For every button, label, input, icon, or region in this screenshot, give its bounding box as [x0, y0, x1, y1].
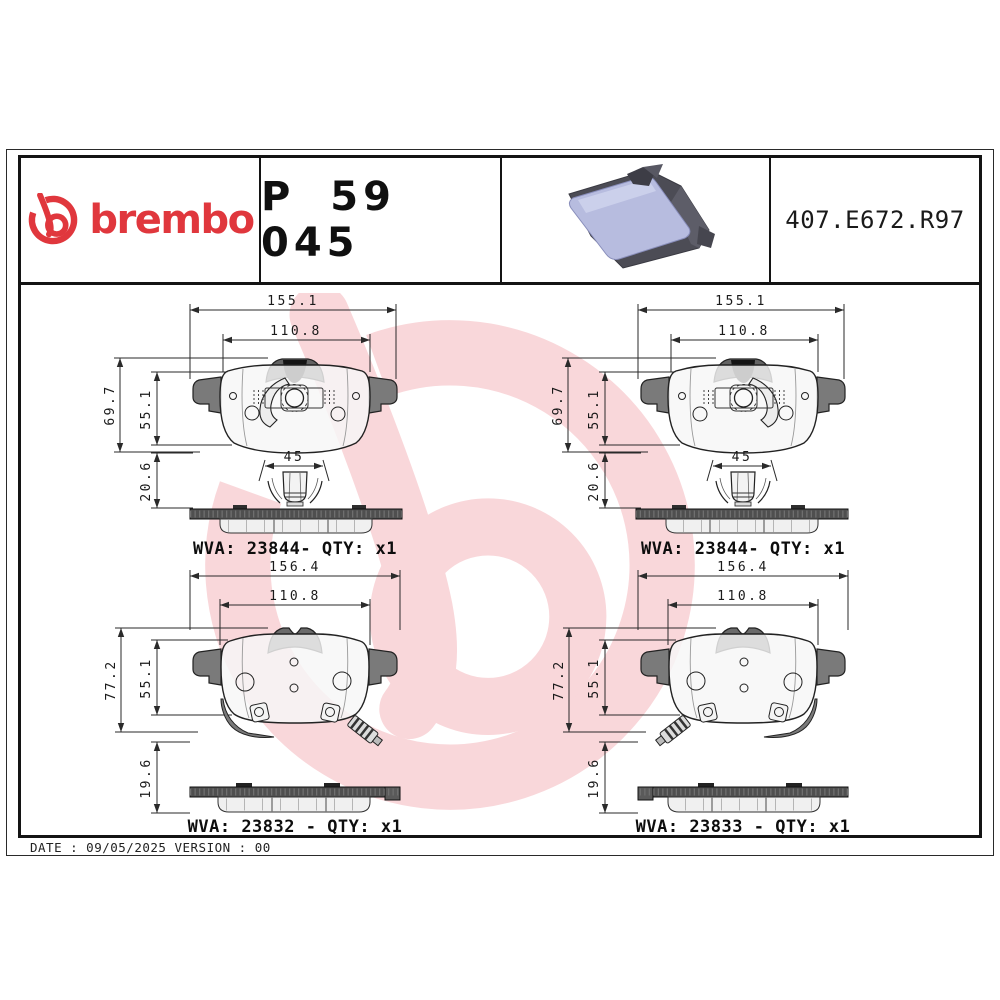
technical-drawing-bottom-left: 156.4 110.8 77.2 55.1 19.6 WVA: 23832 - … — [104, 560, 540, 837]
brembo-logo-icon — [26, 193, 80, 247]
dim-overall-height: 69.7 — [551, 384, 566, 425]
content-frame: brembo P 59 045 407.E672.R97 — [18, 155, 982, 838]
technical-drawing-top-right: 155.1 110.8 69.7 55.1 20.6 45 WVA: 23844… — [551, 294, 988, 559]
dim-overall-width: 155.1 — [715, 294, 767, 309]
brake-pad-product-image — [567, 164, 715, 269]
dim-pad-height: 55.1 — [139, 388, 154, 429]
brand-wordmark: brembo — [89, 197, 255, 243]
part-number: P 59 045 — [261, 174, 396, 266]
product-image-cell — [502, 158, 771, 282]
dim-overall-width: 155.1 — [267, 294, 319, 309]
dim-pad-width: 110.8 — [718, 324, 770, 339]
wva-qty-label: WVA: 23833 - QTY: x1 — [636, 817, 851, 837]
dim-thickness: 19.6 — [139, 757, 154, 798]
part-number-cell: P 59 045 — [261, 158, 502, 282]
dim-pad-height: 55.1 — [587, 388, 602, 429]
technical-drawing-top-left: 155.1 110.8 69.7 55.1 20.6 45 WVA: 23844… — [103, 294, 540, 559]
dim-thickness: 19.6 — [587, 757, 602, 798]
dim-overall-height: 69.7 — [103, 384, 118, 425]
title-block: brembo P 59 045 407.E672.R97 — [21, 158, 979, 285]
dim-clip-width: 45 — [284, 450, 305, 465]
outer-border — [6, 149, 994, 856]
dim-overall-width: 156.4 — [269, 560, 321, 575]
dim-pad-height: 55.1 — [139, 657, 154, 698]
dim-pad-width: 110.8 — [270, 324, 322, 339]
wva-qty-label: WVA: 23844- QTY: x1 — [641, 539, 845, 559]
logo-cell: brembo — [21, 158, 261, 282]
product-code-cell: 407.E672.R97 — [771, 158, 979, 282]
dim-overall-height: 77.2 — [104, 659, 119, 700]
dim-pad-width: 110.8 — [717, 589, 769, 604]
dim-pad-height: 55.1 — [587, 657, 602, 698]
dim-thickness: 20.6 — [139, 460, 154, 501]
wva-qty-label: WVA: 23844- QTY: x1 — [193, 539, 397, 559]
product-code: 407.E672.R97 — [785, 206, 965, 234]
wva-qty-label: WVA: 23832 - QTY: x1 — [188, 817, 403, 837]
dim-pad-width: 110.8 — [269, 589, 321, 604]
dim-overall-width: 156.4 — [717, 560, 769, 575]
date-version-line: DATE : 09/05/2025 VERSION : 00 — [30, 840, 271, 855]
dim-overall-height: 77.2 — [552, 659, 567, 700]
technical-drawing-bottom-right: 156.4 110.8 77.2 55.1 19.6 WVA: 23833 - … — [552, 560, 988, 837]
dim-thickness: 20.6 — [587, 460, 602, 501]
dim-clip-width: 45 — [732, 450, 753, 465]
